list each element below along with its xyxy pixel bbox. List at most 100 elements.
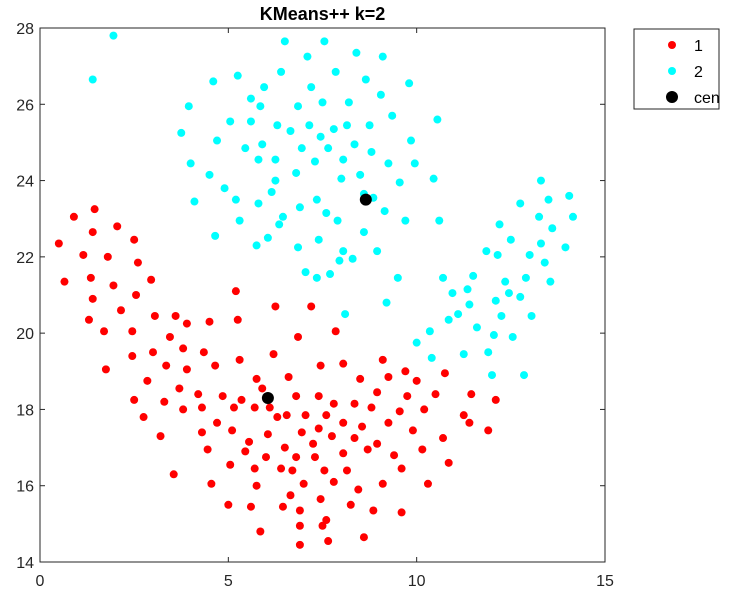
data-point <box>339 155 348 164</box>
data-point <box>294 243 303 252</box>
data-point <box>310 157 319 166</box>
data-point <box>205 170 214 179</box>
data-point <box>269 350 278 359</box>
data-point <box>444 315 453 324</box>
data-point <box>307 83 316 92</box>
data-point <box>218 392 227 401</box>
data-point <box>277 464 286 473</box>
data-point <box>292 453 301 462</box>
data-point <box>133 258 142 267</box>
legend-item-cen[interactable]: cen <box>666 90 720 107</box>
data-point <box>162 361 171 370</box>
data-point <box>339 247 348 256</box>
data-point <box>384 159 393 168</box>
data-point <box>412 338 421 347</box>
data-point <box>423 479 432 488</box>
data-point <box>435 216 444 225</box>
data-point <box>280 37 289 46</box>
data-point <box>171 311 180 320</box>
data-point <box>271 302 280 311</box>
data-point <box>342 121 351 130</box>
data-point <box>246 117 255 126</box>
data-point <box>231 195 240 204</box>
data-point <box>322 411 331 420</box>
data-point <box>197 403 206 412</box>
series-1 <box>54 205 500 549</box>
data-point <box>241 447 250 456</box>
data-point <box>318 521 327 530</box>
data-point <box>209 77 218 86</box>
data-point <box>165 332 174 341</box>
data-point <box>484 426 493 435</box>
data-point <box>101 365 110 374</box>
data-point <box>284 373 293 382</box>
data-point <box>231 287 240 296</box>
data-point <box>128 327 137 336</box>
data-point <box>79 250 88 259</box>
data-point <box>295 521 304 530</box>
data-point <box>84 315 93 324</box>
data-point <box>88 228 97 237</box>
legend[interactable]: 1 2 cen <box>633 28 720 110</box>
data-point <box>295 203 304 212</box>
data-point <box>465 418 474 427</box>
x-tick-label: 15 <box>596 573 614 590</box>
data-point <box>433 115 442 124</box>
data-point <box>472 323 481 332</box>
data-point <box>497 311 506 320</box>
data-point <box>160 397 169 406</box>
data-point <box>359 228 368 237</box>
data-point <box>369 506 378 515</box>
data-point <box>401 216 410 225</box>
data-point <box>186 159 195 168</box>
legend-item-1[interactable]: 1 <box>668 38 703 55</box>
data-point <box>271 176 280 185</box>
data-point <box>169 470 178 479</box>
data-point <box>179 344 188 353</box>
data-points <box>54 31 577 549</box>
data-point <box>90 205 99 214</box>
data-point <box>220 184 229 193</box>
data-point <box>352 48 361 57</box>
data-point <box>390 451 399 460</box>
data-point <box>444 458 453 467</box>
data-point <box>329 477 338 486</box>
data-point <box>252 481 261 490</box>
data-point <box>463 285 472 294</box>
data-point <box>316 132 325 141</box>
data-point <box>454 310 463 319</box>
data-point <box>256 527 265 536</box>
data-point <box>429 174 438 183</box>
data-point <box>408 426 417 435</box>
data-point <box>495 220 504 229</box>
data-point <box>378 479 387 488</box>
data-point <box>252 241 261 250</box>
data-point <box>393 273 402 282</box>
data-point <box>250 464 259 473</box>
data-point <box>465 300 474 309</box>
data-point <box>440 369 449 378</box>
data-point <box>335 256 344 265</box>
data-point <box>314 235 323 244</box>
data-point <box>341 310 350 319</box>
y-tick-label: 14 <box>16 555 34 572</box>
data-point <box>197 428 206 437</box>
data-point <box>431 390 440 399</box>
legend-item-2[interactable]: 2 <box>668 64 703 81</box>
data-point <box>367 147 376 156</box>
data-point <box>316 361 325 370</box>
data-point <box>292 168 301 177</box>
data-point <box>397 464 406 473</box>
data-point <box>211 361 220 370</box>
data-point <box>179 405 188 414</box>
data-point <box>182 319 191 328</box>
data-point <box>380 207 389 216</box>
data-point <box>331 67 340 76</box>
data-point <box>320 466 329 475</box>
series-2 <box>88 31 577 380</box>
data-point <box>439 434 448 443</box>
data-point <box>139 413 148 422</box>
data-point <box>314 392 323 401</box>
data-point <box>508 332 517 341</box>
plot-frame <box>39 27 606 563</box>
